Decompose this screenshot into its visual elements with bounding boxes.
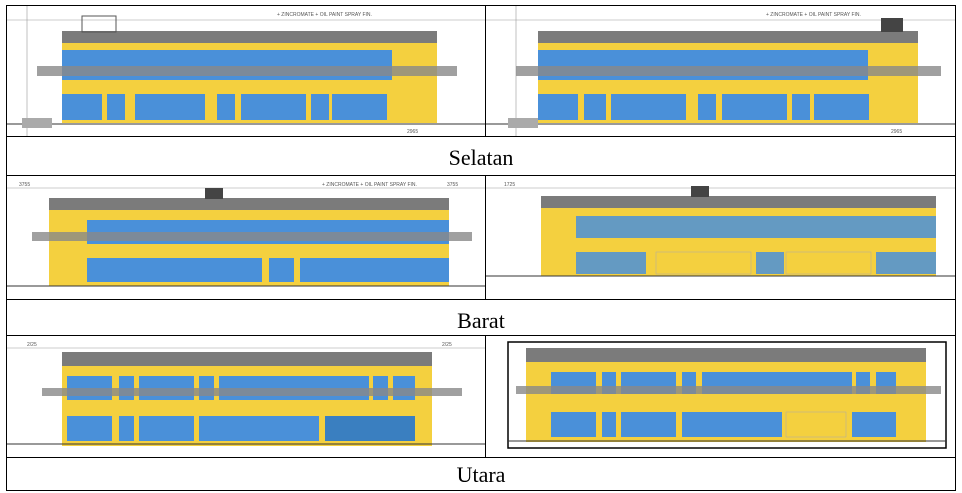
north-elevation-left-drawing: 2/25 2/25: [7, 342, 485, 446]
dim-1725: 1725: [504, 182, 515, 188]
west-elevation-right-drawing: 1725: [486, 182, 955, 277]
north-elevation-left: 2/25 2/25: [7, 336, 485, 457]
south-elevation-right-drawing: + ZINCROMATE + OIL PAINT SPRAY FIN. 2965: [486, 6, 955, 136]
caption-south: Selatan: [448, 145, 514, 170]
south-elevation-right: + ZINCROMATE + OIL PAINT SPRAY FIN. 2965: [486, 6, 955, 136]
dim-2965-b: 2965: [891, 129, 902, 135]
dim-3755-b: 3755: [447, 182, 458, 188]
west-elevation-right: 1725: [486, 176, 955, 299]
dim-2965-a: 2965: [407, 129, 418, 135]
south-elevation-left: + ZINCROMATE + OIL PAINT SPRAY FIN. 2965: [7, 6, 485, 136]
south-elevation-left-drawing: + ZINCROMATE + OIL PAINT SPRAY FIN. 2965: [7, 6, 485, 136]
note-1: + ZINCROMATE + OIL PAINT SPRAY FIN.: [277, 12, 372, 18]
north-elevation-right: [486, 336, 955, 457]
elevation-table: + ZINCROMATE + OIL PAINT SPRAY FIN. 2965…: [6, 5, 956, 491]
west-elevation-left-drawing: 3755 + ZINCROMATE + OIL PAINT SPRAY FIN.…: [7, 182, 485, 287]
west-elevation-left: 3755 + ZINCROMATE + OIL PAINT SPRAY FIN.…: [7, 176, 485, 299]
caption-west: Barat: [457, 308, 505, 333]
dim-2725-b: 2/25: [442, 342, 452, 348]
north-elevation-right-drawing: [507, 341, 947, 449]
note-3: + ZINCROMATE + OIL PAINT SPRAY FIN.: [322, 182, 417, 188]
caption-north: Utara: [456, 462, 506, 487]
dim-2725-a: 2/25: [27, 342, 37, 348]
dim-3755-a: 3755: [19, 182, 30, 188]
note-2: + ZINCROMATE + OIL PAINT SPRAY FIN.: [766, 12, 861, 18]
